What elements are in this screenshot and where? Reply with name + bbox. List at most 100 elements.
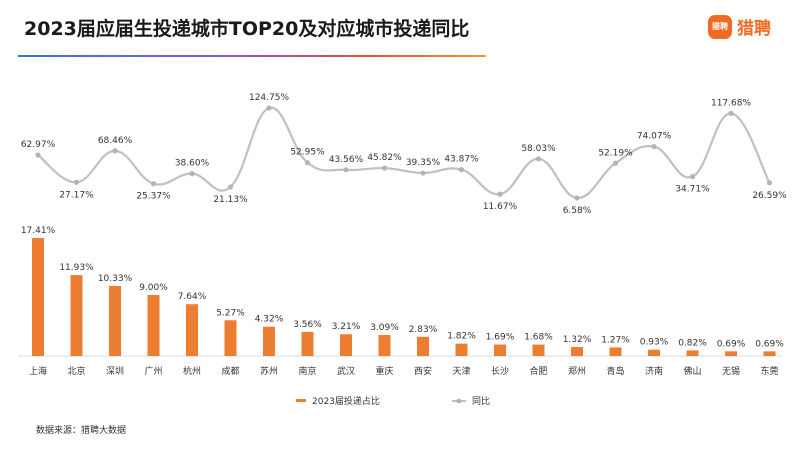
bar	[70, 275, 83, 356]
bar-data-label: 9.00%	[139, 283, 168, 293]
bar-data-label: 5.27%	[216, 308, 245, 318]
bar-data-label: 1.27%	[601, 335, 630, 345]
yoy-point	[150, 181, 157, 187]
bar-data-label: 0.69%	[717, 339, 746, 349]
data-source: 数据来源：猎聘大数据	[36, 426, 127, 436]
yoy-data-label: 21.13%	[213, 195, 248, 205]
bar	[340, 334, 352, 356]
yoy-data-label: 62.97%	[21, 140, 56, 150]
bar	[571, 347, 583, 356]
bar	[378, 335, 391, 356]
bar-data-label: 0.69%	[755, 339, 784, 349]
x-tick-label: 无锡	[722, 366, 740, 377]
yoy-point	[612, 160, 619, 166]
bar-data-label: 1.68%	[524, 333, 553, 343]
yoy-point	[574, 195, 580, 201]
bar-data-label: 3.09%	[370, 323, 399, 333]
yoy-data-label: 25.37%	[136, 192, 171, 202]
bar-data-label: 11.93%	[59, 263, 94, 273]
bar	[301, 331, 314, 356]
bar-data-label: 0.82%	[678, 338, 707, 348]
yoy-data-label: 26.59%	[752, 191, 787, 201]
x-tick-label: 上海	[29, 365, 47, 377]
liepin-logo-text: 猎聘	[737, 19, 771, 39]
yoy-data-label: 38.60%	[175, 159, 210, 169]
yoy-point	[728, 110, 734, 116]
bar	[686, 350, 699, 356]
yoy-point	[535, 156, 542, 162]
bar	[263, 326, 275, 356]
yoy-data-label: 68.46%	[98, 136, 133, 146]
bar-data-label: 3.56%	[293, 320, 322, 330]
bar	[494, 344, 506, 356]
yoy-point	[189, 171, 195, 177]
x-tick-label: 佛山	[683, 365, 701, 377]
bar-data-label: 1.32%	[563, 335, 592, 345]
x-tick-label: 东莞	[760, 365, 778, 377]
yoy-data-label: 43.56%	[329, 155, 364, 165]
x-tick-label: 重庆	[375, 365, 393, 377]
yoy-point	[73, 179, 80, 185]
x-tick-label: 杭州	[183, 365, 201, 377]
yoy-point	[381, 165, 388, 171]
liepin-logo: 猎聘 猎聘	[708, 14, 771, 39]
bar-data-label: 4.32%	[255, 315, 284, 325]
yoy-data-label: 34.71%	[675, 185, 710, 195]
x-tick-label: 成都	[221, 365, 239, 377]
bar	[648, 349, 660, 356]
yoy-data-label: 43.87%	[444, 155, 479, 165]
x-tick-label: 郑州	[568, 365, 586, 377]
bar	[186, 304, 198, 356]
yoy-data-label: 52.95%	[290, 148, 325, 158]
yoy-data-label: 58.03%	[521, 144, 556, 154]
liepin-logo-icon: 猎聘	[708, 14, 732, 39]
yoy-point	[651, 143, 657, 150]
yoy-point	[497, 191, 503, 197]
yoy-data-label: 45.82%	[367, 153, 402, 163]
x-tick-label: 青岛	[606, 365, 624, 377]
yoy-data-label: 124.75%	[249, 93, 289, 103]
yoy-data-label: 39.35%	[406, 158, 441, 168]
bar-data-label: 1.69%	[486, 333, 515, 343]
bar-data-label: 17.41%	[21, 226, 56, 236]
yoy-line-series	[37, 106, 771, 200]
bar	[455, 343, 468, 356]
bar	[532, 344, 545, 356]
bar	[224, 320, 237, 356]
x-tick-label: 天津	[452, 366, 470, 377]
legend-bar-label: 2023届投递占比	[312, 395, 380, 407]
x-tick-label: 合肥	[529, 365, 547, 377]
yoy-point	[35, 152, 41, 158]
yoy-point	[266, 105, 272, 111]
yoy-point	[227, 184, 234, 190]
chart-title: 2023届应届生投递城市TOP20及对应城市投递同比	[24, 18, 470, 40]
bar-data-label: 10.33%	[98, 274, 133, 284]
bar	[32, 238, 44, 356]
x-tick-label: 济南	[645, 365, 663, 377]
yoy-point	[420, 170, 426, 176]
yoy-data-label: 6.58%	[563, 206, 592, 216]
yoy-point	[304, 160, 311, 166]
x-tick-label: 武汉	[337, 365, 355, 377]
yoy-data-label: 11.67%	[483, 202, 518, 212]
x-tick-label: 南京	[298, 365, 316, 377]
yoy-data-label: 117.68%	[711, 98, 751, 108]
yoy-point	[689, 173, 696, 180]
bar-data-label: 2.83%	[409, 325, 438, 335]
legend-bar-swatch	[296, 399, 306, 402]
title-underline	[18, 55, 486, 57]
yoy-point	[458, 166, 465, 173]
yoy-data-label: 74.07%	[637, 132, 672, 142]
bar	[725, 351, 737, 356]
bar	[417, 336, 429, 356]
bar-data-label: 0.93%	[640, 338, 669, 348]
bar	[147, 295, 160, 356]
x-tick-label: 北京	[67, 365, 85, 377]
yoy-point	[112, 148, 118, 154]
x-tick-label: 西安	[414, 365, 432, 377]
x-tick-label: 苏州	[260, 365, 278, 377]
bar	[609, 347, 622, 356]
x-tick-label: 广州	[144, 365, 162, 377]
bar-data-label: 1.82%	[447, 332, 476, 342]
